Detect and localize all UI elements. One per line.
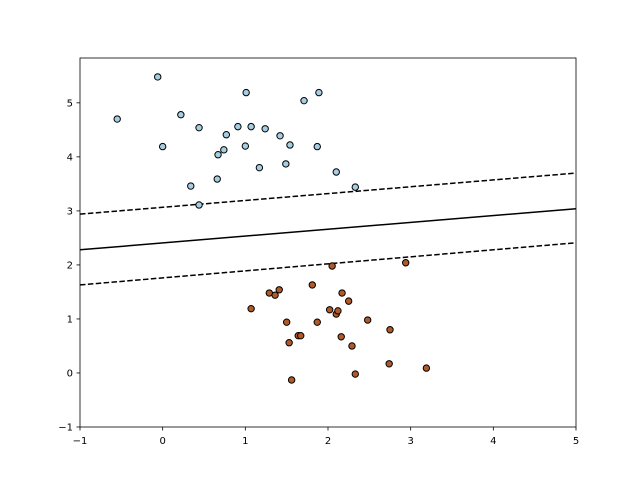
point: [195, 123, 203, 132]
point: [344, 297, 353, 305]
point: [247, 304, 255, 313]
point: [213, 175, 221, 183]
point: [285, 339, 293, 347]
point: [385, 360, 393, 368]
point: [337, 333, 345, 341]
x-tick-label: 2: [325, 436, 331, 447]
point: [313, 318, 321, 326]
point: [300, 96, 308, 105]
point: [222, 131, 231, 139]
point: [276, 132, 284, 140]
axes-frame: [79, 57, 577, 428]
point: [325, 306, 334, 314]
point: [334, 307, 342, 315]
x-tick-label: −1: [73, 436, 88, 447]
line: [79, 242, 577, 286]
y-tick-label: 1: [67, 314, 73, 325]
point: [308, 281, 316, 289]
point: [315, 88, 323, 97]
line: [79, 207, 577, 251]
point: [328, 262, 336, 270]
x-tick-label: 4: [490, 436, 496, 447]
y-tick-label: 0: [67, 368, 73, 379]
x-tick-label: 1: [242, 436, 248, 447]
point: [113, 115, 121, 123]
point: [255, 163, 264, 172]
point: [247, 122, 255, 131]
point: [158, 142, 167, 151]
point: [351, 183, 359, 191]
point: [271, 291, 279, 299]
point: [348, 342, 356, 350]
point: [177, 111, 185, 119]
y-tick-label: 5: [67, 98, 73, 109]
point: [287, 376, 296, 384]
point: [363, 316, 372, 324]
x-tick-label: 3: [407, 436, 413, 447]
point: [220, 146, 228, 154]
y-tick-label: 4: [67, 152, 73, 163]
line: [79, 172, 577, 215]
point: [402, 259, 410, 267]
point: [234, 122, 242, 131]
point: [386, 326, 394, 334]
point: [422, 364, 431, 372]
point: [187, 182, 195, 190]
x-tick-label: 0: [159, 436, 165, 447]
point: [242, 88, 250, 97]
point: [351, 370, 359, 378]
point: [286, 141, 294, 149]
y-tick-label: −1: [58, 423, 73, 434]
y-tick-label: 2: [67, 260, 73, 271]
point: [241, 142, 250, 150]
point: [282, 318, 291, 326]
point: [297, 331, 305, 340]
point: [154, 73, 162, 81]
x-tick-label: 5: [573, 436, 579, 447]
point: [261, 125, 269, 133]
point: [214, 151, 222, 159]
point: [275, 286, 283, 294]
point: [313, 142, 321, 151]
point: [338, 289, 346, 297]
point: [195, 201, 203, 209]
point: [282, 160, 290, 168]
point: [332, 168, 340, 176]
y-tick-label: 3: [67, 206, 73, 217]
